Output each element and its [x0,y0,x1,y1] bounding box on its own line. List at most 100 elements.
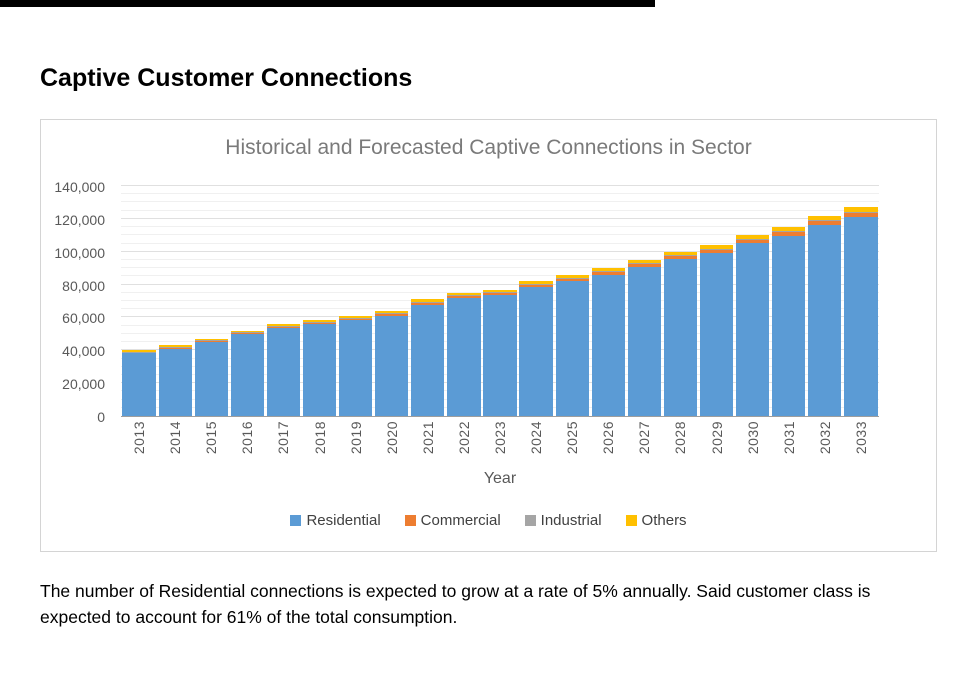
gridline [121,234,879,236]
y-axis-tick-label: 20,000 [62,376,105,393]
bar-segment-commercial [194,340,228,343]
bar-segment-industrial [519,284,553,285]
bar-segment-residential [230,334,264,416]
bar-segment-others [627,259,661,264]
bar-segment-others [230,330,264,333]
x-axis-tick: 2017 [265,421,301,467]
bar-column [158,186,192,416]
x-axis-tick-label: 2017 [275,421,292,455]
gridline [121,193,879,195]
x-axis-tick: 2013 [121,421,157,467]
bar-column [302,186,337,416]
bar-segment-commercial [555,278,589,282]
x-axis-tick: 2030 [735,421,771,467]
x-axis-tick-label: 2021 [419,421,436,455]
y-axis-tick-label: 60,000 [62,310,105,327]
bar-segment-residential [483,295,517,416]
x-axis-tick-label: 2025 [564,421,581,455]
legend-label: Others [641,512,687,529]
x-axis-tick-label: 2031 [780,421,797,455]
bar-segment-residential [555,281,589,416]
legend-label: Commercial [420,512,501,529]
x-axis-tick-label: 2014 [167,421,184,455]
bar-segment-residential [627,267,661,416]
bar-segment-industrial [339,317,373,319]
bar-column [699,186,734,416]
bar-column [194,186,228,416]
gridline [121,242,879,244]
bar-segment-residential [266,328,301,416]
bar-segment-commercial [122,351,156,354]
bar-segment-others [411,299,445,302]
x-axis-tick-label: 2029 [708,421,725,455]
bar-segment-industrial [627,263,661,264]
bar-segment-residential [699,252,734,416]
bar-segment-others [194,338,228,341]
bar-column [122,186,156,416]
chart-title: Historical and Forecasted Captive Connec… [225,136,752,159]
bar-segment-commercial [375,313,409,316]
x-axis-tick: 2027 [626,421,662,467]
caption-text: The number of Residential connections is… [40,581,871,628]
bar-column [447,186,481,416]
gridline [121,250,879,252]
bar-column [808,186,842,416]
bar-segment-others [302,319,337,322]
bar-segment-commercial [663,255,698,260]
bar-column [411,186,445,416]
bar-column [844,186,878,416]
bar-column [772,186,806,416]
bar-segment-industrial [699,248,734,250]
bar-segment-residential [447,298,481,416]
x-axis-tick-label: 2022 [455,421,472,455]
x-axis-tick-label: 2027 [636,421,653,455]
x-axis-tick-label: 2023 [491,421,508,455]
bar-segment-residential [736,243,770,416]
bar-segment-industrial [375,313,409,314]
legend-label: Industrial [540,512,602,529]
page-title: Captive Customer Connections [40,64,413,92]
bar-segment-residential [411,304,445,416]
bar-column [266,186,301,416]
bar-segment-residential [772,235,806,416]
bar-segment-others [447,292,481,296]
y-axis-tick-label: 40,000 [62,343,105,360]
bar-segment-others [339,315,373,318]
gridline [121,267,879,269]
bar-segment-commercial [844,212,878,217]
bar-segment-industrial [772,230,806,232]
bar-segment-others [375,310,409,313]
bar-segment-commercial [411,302,445,305]
bar-segment-industrial [808,219,842,221]
bar-segment-commercial [447,295,481,299]
bar-segment-residential [375,315,409,416]
bar-segment-commercial [339,318,373,321]
x-axis-tick-label: 2033 [852,421,869,455]
bar-segment-commercial [266,326,301,329]
x-axis-tick-label: 2032 [816,421,833,455]
x-axis-tick: 2032 [807,421,843,467]
bar-column [339,186,373,416]
bar-segment-commercial [519,284,553,288]
bar-segment-residential [844,216,878,416]
bar-segment-others [483,289,517,293]
bar-segment-commercial [699,249,734,253]
legend-swatch [625,515,637,526]
bar-segment-others [122,350,156,352]
bar-segment-industrial [591,271,625,272]
x-axis-tick-label: 2028 [672,421,689,455]
x-axis-tick-label: 2013 [131,421,148,455]
bar-column [519,186,553,416]
bar-column [230,186,264,416]
bar-segment-residential [663,259,698,416]
chart-card: Historical and Forecasted Captive Connec… [40,119,937,552]
bar-segment-residential [194,342,228,416]
bar-segment-residential [339,320,373,416]
legend-item-residential: Residential [290,512,381,529]
bar-segment-commercial [627,263,661,267]
x-axis-tick-label: 2030 [744,421,761,455]
bar-segment-residential [519,287,553,416]
x-axis-tick: 2031 [771,421,807,467]
bar-segment-commercial [808,220,842,225]
x-axis-tick: 2029 [699,421,735,467]
